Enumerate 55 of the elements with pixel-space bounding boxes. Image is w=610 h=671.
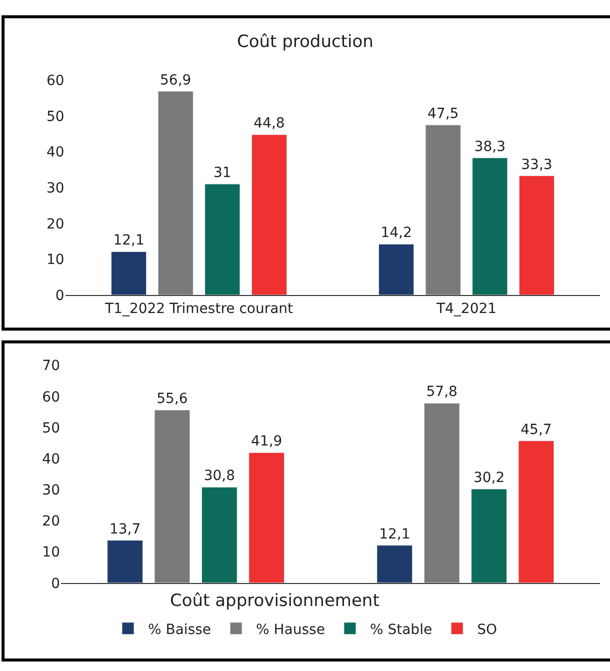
bar xyxy=(376,545,413,583)
y-tick-label: 10 xyxy=(46,252,64,268)
bar xyxy=(471,488,507,583)
y-tick-label: 0 xyxy=(51,576,60,592)
y-tick-label: 0 xyxy=(55,288,64,304)
bar xyxy=(518,440,554,583)
legend-label: % Baisse xyxy=(148,622,212,638)
data-label: 45,7 xyxy=(520,422,552,438)
data-label: 56,9 xyxy=(160,72,192,88)
text: Coût approvisionnement xyxy=(170,591,380,611)
bar xyxy=(107,540,143,583)
data-label: 12,1 xyxy=(113,232,144,249)
chart-title: Coût production xyxy=(237,32,374,52)
y-tick-label: 40 xyxy=(46,144,64,161)
y-tick-label: 70 xyxy=(42,358,60,374)
x-tick-label: T1_2022 Trimestre courant xyxy=(104,300,294,317)
data-label: 14,2 xyxy=(380,225,412,242)
legend-label: SO xyxy=(477,622,497,638)
data-label: 33,3 xyxy=(521,156,552,173)
bar xyxy=(472,158,508,295)
bar xyxy=(154,410,190,583)
data-label: 57,8 xyxy=(426,384,458,400)
bar xyxy=(378,244,414,295)
legend-label: % Stable xyxy=(370,622,432,638)
bar xyxy=(204,184,240,295)
data-label: 31 xyxy=(214,165,232,182)
data-label: 38,3 xyxy=(474,138,506,155)
y-tick-label: 30 xyxy=(46,180,64,196)
bar xyxy=(201,486,238,583)
bar xyxy=(248,452,285,583)
data-label: 30,8 xyxy=(204,468,235,484)
data-label: 13,7 xyxy=(109,521,141,538)
bar xyxy=(251,134,288,295)
y-tick-label: 10 xyxy=(42,544,60,561)
data-label: 44,8 xyxy=(254,116,285,132)
bar xyxy=(110,251,147,295)
data-label: 41,9 xyxy=(251,434,282,450)
x-tick-label: T4_2021 xyxy=(435,300,497,317)
data-label: 30,2 xyxy=(473,470,505,486)
y-tick-label: 60 xyxy=(42,389,60,406)
y-tick-label: 20 xyxy=(46,216,64,232)
y-tick-label: 40 xyxy=(42,451,60,468)
data-label: 12,1 xyxy=(379,526,410,542)
y-tick-label: 30 xyxy=(42,482,60,499)
data-label: 47,5 xyxy=(428,106,459,122)
y-tick-label: 50 xyxy=(46,108,64,125)
bar xyxy=(158,91,194,295)
y-tick-label: 20 xyxy=(42,514,60,530)
bar xyxy=(424,402,460,583)
bar xyxy=(425,124,461,295)
legend-label: % Hausse xyxy=(256,622,325,638)
y-tick-label: 50 xyxy=(42,420,60,436)
data-label: 55,6 xyxy=(156,391,188,408)
y-tick-label: 60 xyxy=(46,73,64,90)
bar xyxy=(518,176,555,295)
